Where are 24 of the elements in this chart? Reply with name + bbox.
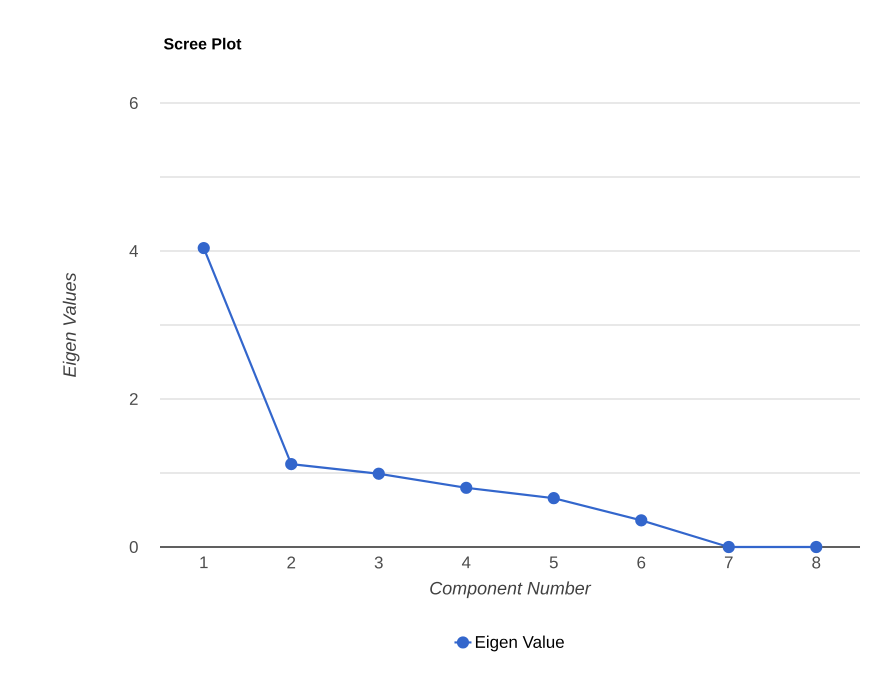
x-tick-label: 2 xyxy=(287,556,296,568)
y-tick-label: 6 xyxy=(130,97,138,109)
x-tick-label: 1 xyxy=(200,556,208,568)
point xyxy=(548,492,560,504)
x-tick-label: 8 xyxy=(812,556,820,569)
point xyxy=(372,468,385,480)
point xyxy=(198,242,210,254)
point xyxy=(285,458,298,470)
point xyxy=(460,482,472,494)
y-tick-label: 4 xyxy=(129,245,138,257)
chart-title: Scree Plot xyxy=(164,38,242,50)
x-tick-label: 7 xyxy=(724,556,733,568)
x-axis-title: Component Number xyxy=(430,581,592,598)
x-tick-label: 3 xyxy=(374,556,383,569)
y-tick-label: 2 xyxy=(130,393,138,405)
x-tick-label: 4 xyxy=(462,556,470,568)
legend-label: Eigen Value xyxy=(476,636,564,652)
y-axis-title: Eigen Values xyxy=(62,272,80,377)
x-tick-label: 6 xyxy=(637,556,646,569)
point xyxy=(810,540,822,554)
point xyxy=(722,540,735,554)
point xyxy=(635,514,648,526)
y-tick-label: 0 xyxy=(130,541,138,553)
x-tick-label: 5 xyxy=(550,556,558,568)
